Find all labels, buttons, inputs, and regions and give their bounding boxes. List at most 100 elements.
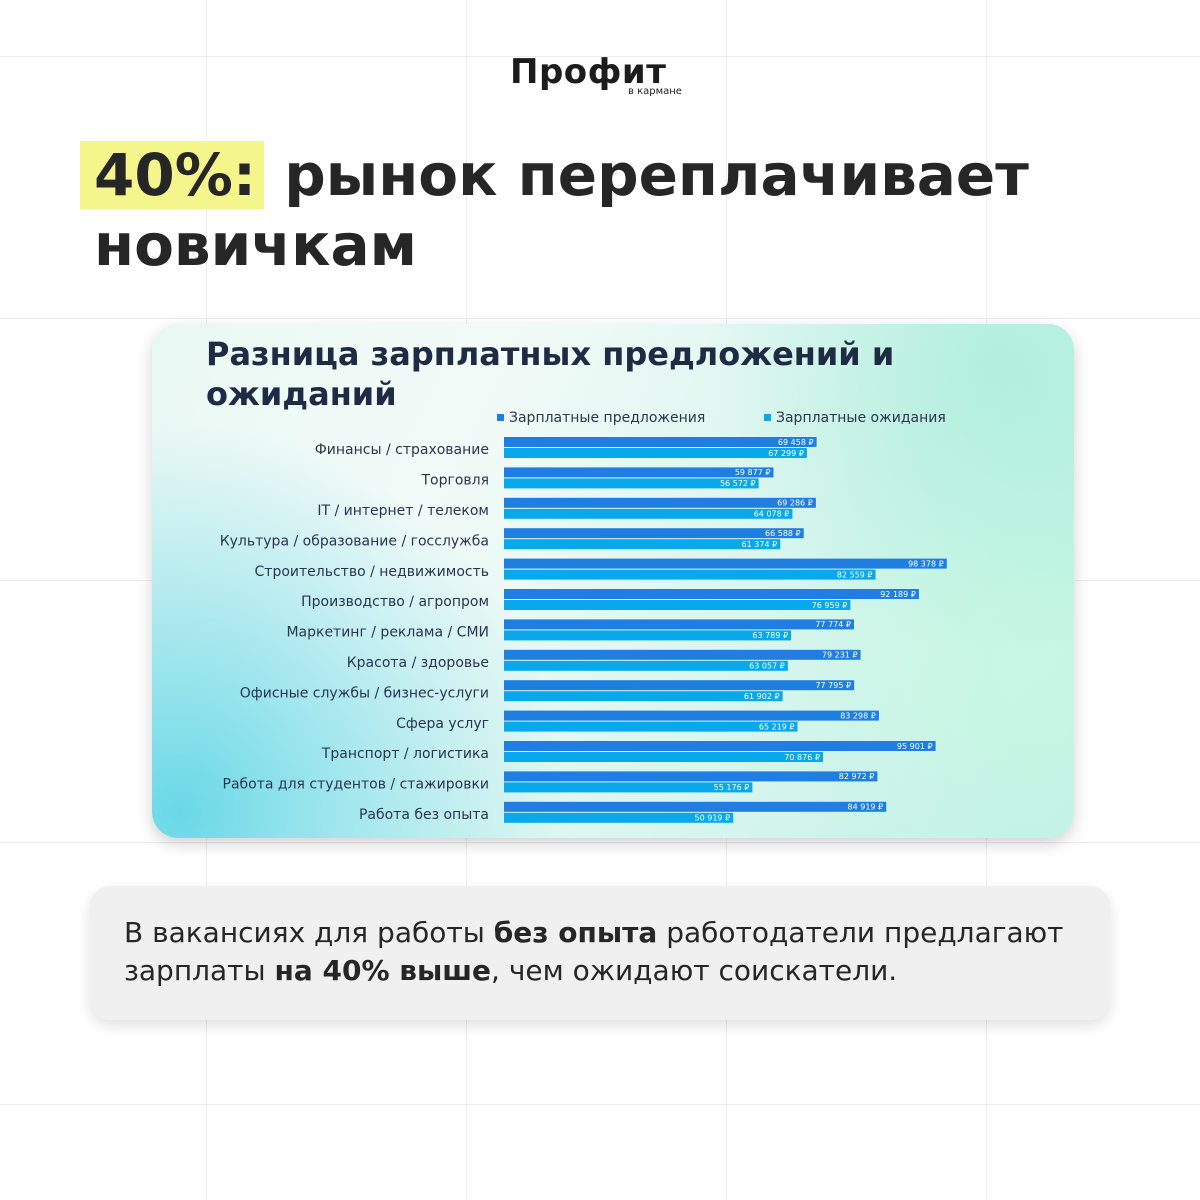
data-label: 82 972 ₽: [839, 772, 875, 781]
value-tag: [837, 711, 879, 720]
data-label: 70 876 ₽: [784, 753, 820, 762]
value-tag: [893, 742, 936, 750]
bar: [504, 619, 854, 630]
data-label: 67 299 ₽: [768, 449, 804, 458]
data-label: 76 959 ₽: [812, 601, 848, 610]
category-label: Производство / агропром: [301, 594, 489, 610]
data-label: 69 458 ₽: [778, 438, 814, 447]
bar: [504, 467, 774, 478]
bar: [504, 558, 947, 569]
value-tag: [761, 529, 804, 538]
bar-chart: Зарплатные предложения Зарплатные ожидани…: [220, 410, 947, 823]
data-label: 77 795 ₽: [815, 681, 851, 690]
category-label: IT / интернет / телеком: [317, 503, 489, 519]
value-tag: [738, 540, 781, 549]
value-tag: [781, 753, 823, 761]
caption-text: В вакансиях для работы без опыта работод…: [124, 914, 1094, 990]
bar: [504, 812, 734, 823]
legend-label: Зарплатные предложения: [509, 410, 705, 426]
caption-box: В вакансиях для работы без опыта работод…: [90, 886, 1110, 1020]
legend-label: Зарплатные ожидания: [776, 410, 946, 426]
chart-card: Зарплатные предложения Зарплатные ожидани…: [152, 324, 1074, 838]
value-tag: [745, 661, 788, 670]
category-label: Торговля: [420, 473, 489, 489]
bar: [504, 630, 792, 641]
bar: [504, 448, 807, 458]
bar: [504, 508, 793, 519]
category-label: Культура / образование / госслужба: [220, 533, 489, 549]
bar: [504, 801, 887, 812]
data-label: 66 588 ₽: [765, 529, 801, 538]
category-label: Офисные службы / бизнес-услуги: [240, 685, 489, 701]
caption-part2: работодатели предлагают зарплаты: [124, 916, 1064, 987]
chart-legend: Зарплатные предложения Зарплатные ожидани…: [497, 410, 946, 426]
value-tag: [773, 498, 816, 507]
bar: [504, 497, 816, 508]
bar: [504, 752, 823, 762]
headline-highlight: 40%:: [80, 141, 265, 209]
caption-part1: В вакансиях для работы: [124, 916, 494, 949]
page-headline: 40%: рынок переплачивает новичкам: [80, 140, 1154, 280]
data-label: 56 572 ₽: [720, 479, 756, 488]
bar: [504, 539, 781, 550]
data-label: 95 901 ₽: [897, 742, 933, 751]
value-tag: [740, 692, 783, 701]
category-labels: Финансы / страхование Торговля IT / интерн…: [220, 442, 489, 823]
data-label: 65 219 ₽: [759, 722, 795, 731]
value-tag: [755, 722, 798, 731]
value-tag: [833, 570, 876, 579]
value-tag: [835, 772, 878, 781]
bar: [504, 771, 878, 782]
category-label: Работа без опыта: [359, 807, 489, 823]
data-label: 92 189 ₽: [880, 590, 916, 599]
bar: [504, 600, 851, 610]
value-tag: [691, 813, 734, 822]
value-tag: [750, 509, 793, 518]
value-tag: [749, 631, 792, 640]
value-tag: [774, 438, 817, 446]
data-label: 61 374 ₽: [742, 540, 778, 549]
bar: [504, 649, 861, 660]
value-tag: [812, 681, 855, 690]
caption-bold1: без опыта: [493, 916, 658, 949]
value-tag: [765, 449, 807, 457]
bar: [504, 528, 804, 539]
bar: [504, 569, 876, 580]
value-tag: [818, 650, 861, 659]
category-label: Сфера услуг: [396, 716, 489, 732]
bar: [504, 680, 855, 691]
data-label: 98 378 ₽: [908, 559, 944, 568]
value-tag: [731, 468, 774, 477]
data-label: 82 559 ₽: [837, 570, 873, 579]
bar: [504, 478, 759, 489]
bars: 69 458 ₽ 67 299 ₽ 59 877 ₽ 56 572 ₽ 69 286 ₽…: [504, 437, 947, 823]
value-tag: [877, 590, 919, 598]
bar: [504, 660, 788, 671]
legend-swatch: [497, 414, 504, 421]
category-label: Финансы / страхование: [315, 442, 489, 458]
chart-title: Разница зарплатных предложений и ожидани…: [206, 335, 895, 413]
value-tag: [904, 559, 947, 568]
data-label: 83 298 ₽: [840, 711, 876, 720]
bar: [504, 589, 919, 599]
value-tag: [844, 802, 887, 811]
data-label: 77 774 ₽: [815, 620, 851, 629]
bar: [504, 710, 879, 721]
data-label: 63 789 ₽: [752, 631, 788, 640]
brand-logo: Профит в кармане: [510, 52, 710, 104]
bar: [504, 782, 753, 793]
category-label: Работа для студентов / стажировки: [223, 777, 489, 793]
caption-bold2: на 40% выше: [274, 954, 492, 987]
category-label: Транспорт / логистика: [321, 746, 489, 762]
data-label: 59 877 ₽: [735, 468, 771, 477]
data-label: 64 078 ₽: [754, 510, 790, 519]
caption-part3: , чем ожидают соискатели.: [491, 954, 898, 987]
value-tag: [716, 479, 759, 488]
value-tag: [710, 783, 753, 792]
data-label: 63 057 ₽: [749, 662, 785, 671]
data-label: 55 176 ₽: [714, 783, 750, 792]
logo-subtext: в кармане: [628, 86, 682, 97]
bar: [504, 721, 798, 732]
category-label: Строительство / недвижимость: [255, 564, 489, 580]
category-label: Маркетинг / реклама / СМИ: [286, 625, 489, 641]
